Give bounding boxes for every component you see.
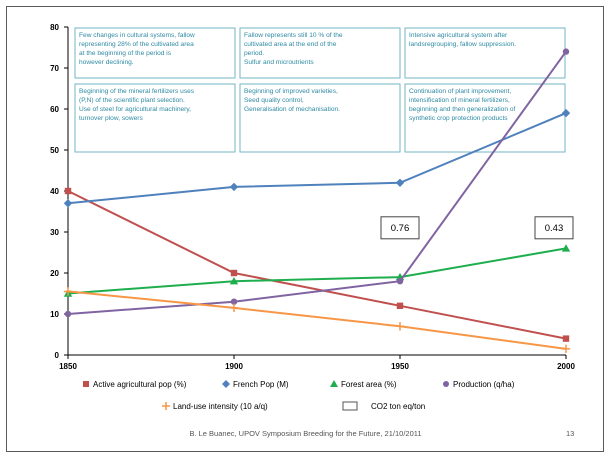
data-point-triangle xyxy=(561,244,571,252)
data-point-plus xyxy=(561,344,571,354)
data-point-circle xyxy=(230,298,238,305)
x-tick-label: 2000 xyxy=(557,362,575,371)
annotation-text: turnover plow, sowers xyxy=(79,115,143,122)
y-tick-label: 10 xyxy=(50,310,59,319)
annotation-text: Beginning of improved varieties, xyxy=(244,88,338,95)
data-point-diamond xyxy=(222,380,230,388)
data-point-square xyxy=(64,187,72,195)
series-group xyxy=(64,187,570,342)
slide-frame xyxy=(6,6,604,452)
legend-label: Forest area (%) xyxy=(341,380,397,389)
data-point-diamond xyxy=(395,178,405,187)
annotation-text: (P,N) of the scientific plant selection. xyxy=(79,97,185,104)
chart-series xyxy=(63,48,571,354)
legend-label: Land-use intensity (10 a/q) xyxy=(173,402,268,411)
data-point-square xyxy=(562,335,570,342)
series-line xyxy=(67,112,567,205)
annotation-text: Seed quality control, xyxy=(244,97,304,104)
data-point-diamond xyxy=(63,199,73,208)
value-box xyxy=(380,216,420,240)
data-point-plus xyxy=(162,402,170,410)
data-point-square xyxy=(230,269,238,277)
chart-axes: 0 10 20 30 40 50 60 70 80 1850 1900 1950 2000 xyxy=(50,23,575,371)
chart-legend: Active agricultural pop (%) French Pop (M… xyxy=(83,380,515,411)
annotation-text: Fallow represents still 10 % of the xyxy=(244,32,343,39)
x-tick-label: 1850 xyxy=(59,362,77,371)
value-box xyxy=(534,216,574,240)
data-point-circle xyxy=(64,310,72,318)
x-tick-label: 1950 xyxy=(391,362,409,371)
annotation-text: beginning and then generalization of xyxy=(409,106,515,113)
annotation-text: Continuation of plant improvement, xyxy=(409,88,511,95)
y-tick-label: 0 xyxy=(55,351,60,360)
annotation-text: landsregrouping, fallow suppression. xyxy=(409,41,516,48)
value-boxes: 0.76 0.43 xyxy=(380,216,574,240)
data-point-plus xyxy=(63,287,73,296)
legend-label: Active agricultural pop (%) xyxy=(93,380,187,389)
data-point-triangle xyxy=(330,380,338,387)
annotation-box xyxy=(74,27,236,79)
annotation-text: Use of steel for agricultural machinery, xyxy=(79,106,191,113)
y-tick-label: 60 xyxy=(50,105,59,114)
series-group xyxy=(63,287,571,354)
annotation-box xyxy=(74,83,236,153)
data-point-circle xyxy=(396,278,404,285)
value-box-label: 0.76 xyxy=(391,223,410,234)
series-group xyxy=(64,48,570,318)
slide-footer: B. Le Buanec, UPOV Symposium Breeding fo… xyxy=(189,429,422,438)
data-point-diamond xyxy=(229,182,239,192)
annotation-text: however declining. xyxy=(79,59,134,66)
annotation-text: Intensive agricultural system after xyxy=(409,32,508,39)
annotation-text: Generalisation of mechanisation. xyxy=(244,106,340,113)
x-tick-label: 1900 xyxy=(225,362,243,371)
data-point-square xyxy=(83,381,89,387)
value-box-label: 0.43 xyxy=(545,223,564,234)
legend-label: French Pop (M) xyxy=(233,380,289,389)
data-point-circle xyxy=(443,381,449,387)
series-line xyxy=(67,290,567,350)
annotation-text: representing 28% of the cultivated area xyxy=(79,41,194,48)
annotation-text: Beginning of the mineral fertilizers use… xyxy=(79,88,195,95)
data-point-triangle xyxy=(229,277,239,285)
page-number: 13 xyxy=(566,429,575,438)
annotation-boxes: Few changes in cultural systems, fallow r… xyxy=(74,27,566,153)
series-line xyxy=(67,51,567,315)
annotation-text: Sulfur and microutrients xyxy=(244,59,314,66)
data-point-circle xyxy=(562,48,570,55)
y-tick-label: 40 xyxy=(50,187,59,196)
series-group xyxy=(63,108,571,208)
annotation-text: at the beginning of the period is xyxy=(79,50,172,57)
legend-swatch-box xyxy=(342,401,358,411)
annotation-text: synthetic crop protection products xyxy=(409,115,508,122)
annotation-box xyxy=(239,27,401,79)
data-point-plus xyxy=(229,303,239,313)
annotation-text: cultivated area at the end of the xyxy=(244,41,337,48)
annotation-text: Few changes in cultural systems, fallow xyxy=(79,32,195,39)
series-line xyxy=(67,190,567,340)
y-tick-label: 20 xyxy=(50,269,59,278)
y-tick-label: 30 xyxy=(50,228,59,237)
y-tick-label: 80 xyxy=(50,23,59,32)
annotation-text: intensification of mineral fertilizers, xyxy=(409,97,510,104)
y-tick-label: 70 xyxy=(50,64,59,73)
y-tick-label: 50 xyxy=(50,146,59,155)
data-point-diamond xyxy=(561,108,571,118)
data-point-square xyxy=(396,302,404,309)
annotation-text: period. xyxy=(244,50,264,57)
annotation-box xyxy=(239,83,401,153)
data-point-plus xyxy=(395,322,405,331)
legend-label: Production (q/ha) xyxy=(453,380,515,389)
annotation-box xyxy=(404,83,566,153)
series-line xyxy=(67,247,567,295)
legend-label: CO2 ton eq/ton xyxy=(371,402,425,411)
